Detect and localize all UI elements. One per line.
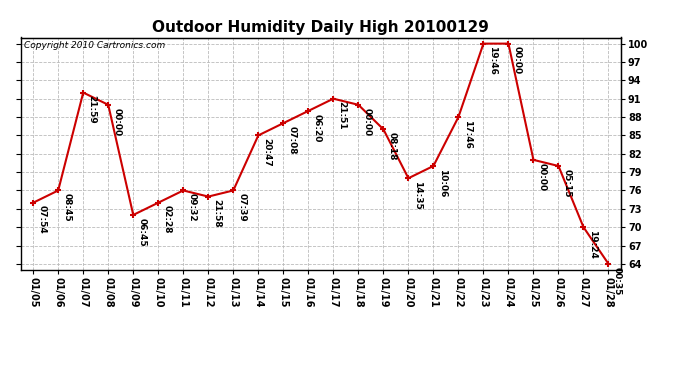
Text: 20:47: 20:47 bbox=[262, 138, 271, 167]
Text: 10:06: 10:06 bbox=[437, 169, 446, 197]
Text: 06:20: 06:20 bbox=[313, 114, 322, 142]
Text: 05:15: 05:15 bbox=[562, 169, 571, 197]
Text: 00:00: 00:00 bbox=[513, 46, 522, 75]
Text: 17:46: 17:46 bbox=[462, 120, 471, 149]
Text: 07:39: 07:39 bbox=[237, 193, 246, 222]
Text: 00:00: 00:00 bbox=[538, 163, 546, 191]
Text: 09:32: 09:32 bbox=[188, 193, 197, 222]
Text: 06:45: 06:45 bbox=[137, 218, 146, 246]
Text: 00:00: 00:00 bbox=[112, 108, 121, 136]
Text: 07:54: 07:54 bbox=[37, 206, 46, 234]
Text: 21:59: 21:59 bbox=[88, 95, 97, 124]
Text: 21:51: 21:51 bbox=[337, 102, 346, 130]
Text: 21:58: 21:58 bbox=[213, 200, 221, 228]
Text: 19:24: 19:24 bbox=[588, 230, 597, 259]
Text: 08:45: 08:45 bbox=[62, 193, 71, 222]
Text: 07:08: 07:08 bbox=[288, 126, 297, 154]
Text: 14:35: 14:35 bbox=[413, 181, 422, 210]
Text: 19:46: 19:46 bbox=[488, 46, 497, 75]
Title: Outdoor Humidity Daily High 20100129: Outdoor Humidity Daily High 20100129 bbox=[152, 20, 489, 35]
Text: 02:28: 02:28 bbox=[162, 206, 171, 234]
Text: 00:00: 00:00 bbox=[362, 108, 371, 136]
Text: 00:35: 00:35 bbox=[613, 267, 622, 295]
Text: Copyright 2010 Cartronics.com: Copyright 2010 Cartronics.com bbox=[23, 41, 165, 50]
Text: 08:18: 08:18 bbox=[388, 132, 397, 160]
